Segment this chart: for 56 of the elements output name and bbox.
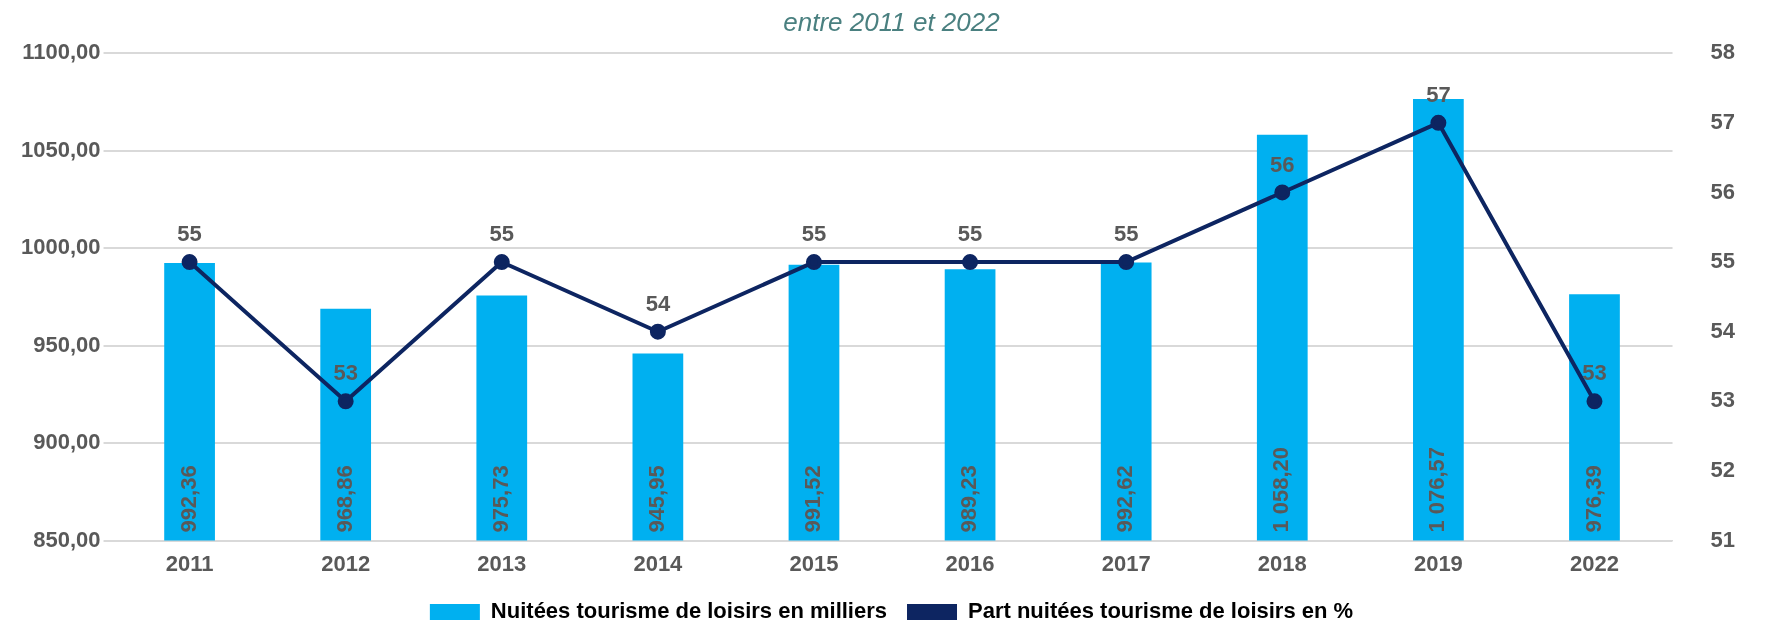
y-tick-label: 1050,00 bbox=[20, 136, 101, 162]
data-label: 992,36 bbox=[175, 465, 201, 533]
data-label: 55 bbox=[801, 221, 827, 247]
data-label: 55 bbox=[957, 221, 983, 247]
point bbox=[1586, 393, 1603, 410]
x-tick-label: 2017 bbox=[1101, 550, 1151, 576]
data-label: 968,86 bbox=[331, 465, 357, 533]
point bbox=[1274, 184, 1291, 201]
point bbox=[1430, 114, 1447, 131]
x-tick-label: 2022 bbox=[1570, 550, 1619, 576]
data-label: 976,39 bbox=[1580, 465, 1606, 533]
data-label: 55 bbox=[1113, 221, 1139, 247]
data-label: 1 058,20 bbox=[1268, 446, 1294, 533]
y-tick-label: 1000,00 bbox=[20, 234, 101, 260]
y-tick-label: 900,00 bbox=[33, 429, 101, 455]
point bbox=[649, 323, 666, 340]
y2-tick-label: 58 bbox=[1710, 39, 1736, 65]
data-label: 989,23 bbox=[956, 465, 982, 533]
point bbox=[805, 254, 822, 271]
data-label: 991,52 bbox=[800, 465, 826, 533]
data-label: 992,62 bbox=[1112, 465, 1138, 533]
y2-tick-label: 56 bbox=[1710, 178, 1736, 204]
y-tick-label: 950,00 bbox=[33, 331, 101, 357]
y-tick-label: 850,00 bbox=[33, 526, 101, 552]
data-label: 53 bbox=[1582, 360, 1607, 386]
point bbox=[962, 254, 979, 271]
data-label: 945,95 bbox=[643, 465, 669, 533]
data-label: 975,73 bbox=[487, 465, 513, 533]
data-label: 53 bbox=[333, 360, 358, 386]
x-tick-label: 2018 bbox=[1257, 550, 1307, 576]
y2-tick-label: 53 bbox=[1710, 387, 1736, 413]
chart-subtitle: entre 2011 et 2022 bbox=[783, 6, 1001, 37]
legend-label: Nuitées tourisme de loisirs en milliers bbox=[490, 598, 888, 624]
y2-tick-label: 54 bbox=[1710, 317, 1736, 343]
x-tick-label: 2016 bbox=[945, 550, 995, 576]
x-tick-label: 2014 bbox=[633, 550, 684, 576]
data-label: 54 bbox=[645, 290, 671, 316]
y2-tick-label: 52 bbox=[1710, 457, 1736, 483]
x-tick-label: 2019 bbox=[1413, 550, 1463, 576]
x-tick-label: 2011 bbox=[165, 550, 214, 576]
point bbox=[1118, 254, 1135, 271]
y2-tick-label: 55 bbox=[1710, 248, 1736, 274]
data-label: 1 076,57 bbox=[1424, 446, 1450, 533]
data-label: 55 bbox=[177, 221, 202, 247]
x-tick-label: 2012 bbox=[321, 550, 371, 576]
point bbox=[181, 254, 198, 271]
data-label: 56 bbox=[1270, 151, 1295, 177]
x-tick-label: 2015 bbox=[789, 550, 839, 576]
point bbox=[493, 254, 510, 271]
legend-label: Part nuitées tourisme de loisirs en % bbox=[968, 598, 1354, 624]
x-tick-label: 2013 bbox=[477, 550, 527, 576]
y2-tick-label: 57 bbox=[1710, 108, 1736, 134]
y-tick-label: 1100,00 bbox=[22, 39, 101, 65]
data-label: 55 bbox=[489, 221, 515, 247]
point bbox=[337, 393, 354, 410]
y2-tick-label: 51 bbox=[1710, 526, 1736, 552]
